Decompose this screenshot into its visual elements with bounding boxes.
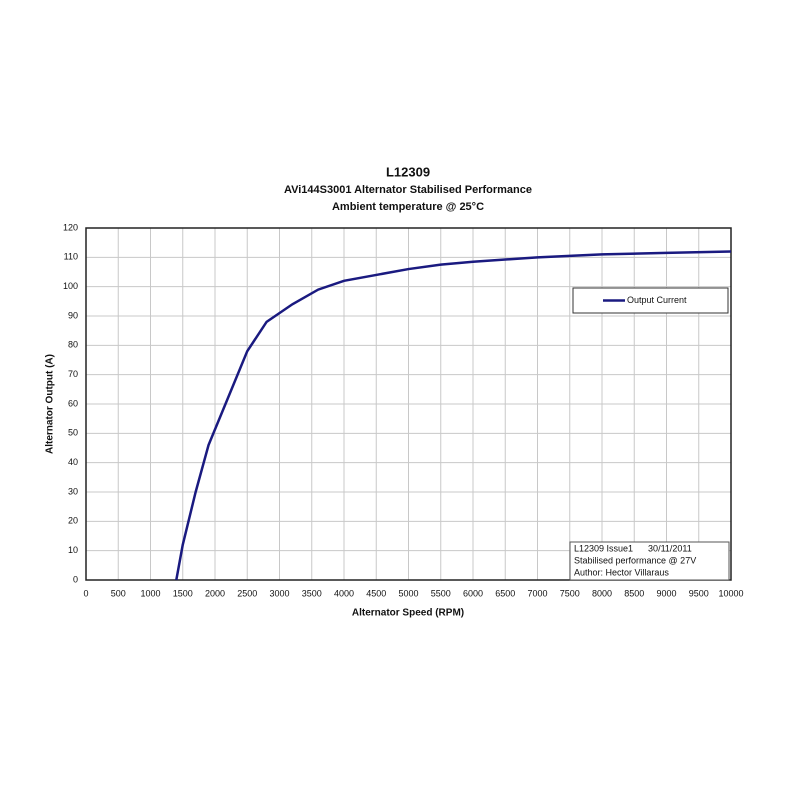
x-tick-label: 6000 (463, 588, 483, 598)
y-tick-label: 80 (68, 340, 78, 350)
y-tick-label: 30 (68, 486, 78, 496)
y-tick-label: 50 (68, 428, 78, 438)
x-tick-label: 5500 (431, 588, 451, 598)
plot-frame (85, 227, 732, 581)
chart-title: L12309 (386, 164, 430, 179)
x-tick-label: 4000 (334, 588, 354, 598)
y-tick-label: 100 (63, 281, 78, 291)
x-tick-label: 5000 (398, 588, 418, 598)
annotation: Author: Hector Villaraus (574, 567, 669, 577)
x-tick-label: 3500 (302, 588, 322, 598)
x-tick-label: 3000 (269, 588, 289, 598)
x-tick-label: 6500 (495, 588, 515, 598)
y-tick-label: 120 (63, 222, 78, 232)
x-tick-label: 1000 (140, 588, 160, 598)
annotation-box (569, 541, 730, 581)
y-tick-label: 20 (68, 516, 78, 526)
annotation: Stabilised performance @ 27V (574, 555, 696, 565)
x-tick-label: 7500 (560, 588, 580, 598)
x-tick-label: 500 (111, 588, 126, 598)
x-tick-label: 9500 (689, 588, 709, 598)
legend-box (572, 287, 729, 314)
y-tick-label: 40 (68, 457, 78, 467)
y-tick-label: 10 (68, 545, 78, 555)
x-tick-label: 8500 (624, 588, 644, 598)
x-axis-label: Alternator Speed (RPM) (352, 608, 464, 619)
y-axis-label: Alternator Output (A) (45, 354, 56, 454)
y-tick-label: 70 (68, 369, 78, 379)
line (175, 250, 732, 581)
x-tick-label: 2500 (237, 588, 257, 598)
x-tick-label: 8000 (592, 588, 612, 598)
annotation: L12309 Issue1 30/11/2011 (574, 543, 692, 553)
x-tick-label: 2000 (205, 588, 225, 598)
y-tick-label: 60 (68, 398, 78, 408)
chart-subtitle: AVi144S3001 Alternator Stabilised Perfor… (284, 184, 532, 196)
x-tick-label: 10000 (718, 588, 743, 598)
x-tick-label: 9000 (656, 588, 676, 598)
x-tick-label: 1500 (173, 588, 193, 598)
legend-label: Output Current (627, 295, 687, 305)
y-tick-label: 110 (64, 252, 78, 262)
y-tick-label: 90 (68, 310, 78, 320)
y-tick-label: 0 (73, 574, 78, 584)
x-tick-label: 0 (83, 588, 88, 598)
x-tick-label: 7000 (527, 588, 547, 598)
chart-subtitle: Ambient temperature @ 25°C (332, 201, 484, 213)
x-tick-label: 4500 (366, 588, 386, 598)
